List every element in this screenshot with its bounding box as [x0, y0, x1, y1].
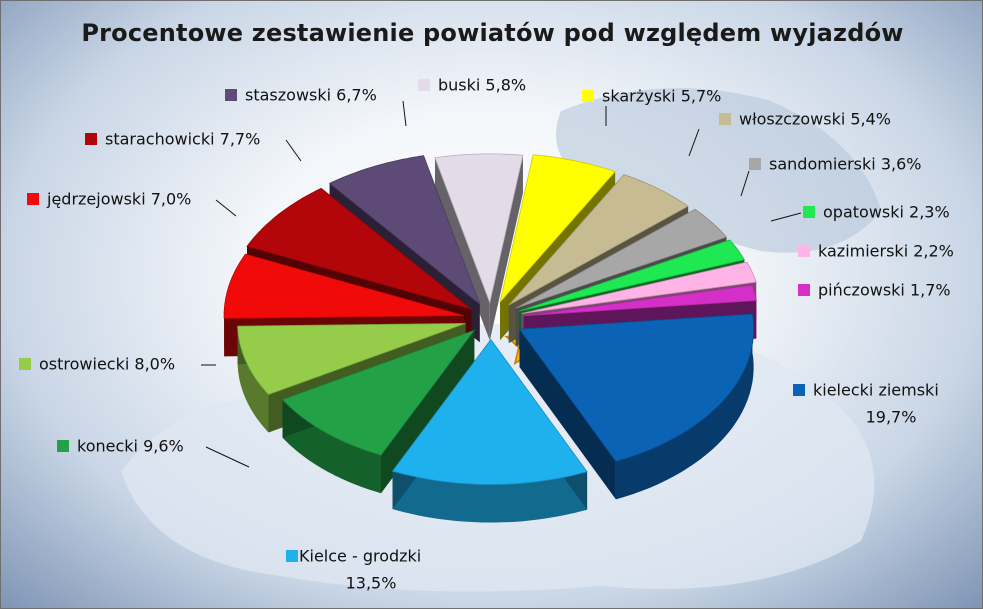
pie-slice-kielce---grodzki [391, 338, 588, 523]
leader-line-jędrzejowski [215, 199, 237, 217]
map-blob [556, 88, 881, 253]
slice-label-staszowski: staszowski 6,7% [245, 86, 377, 105]
slice-label-skarżyski: skarżyski 5,7% [602, 87, 721, 106]
pie-slice-konecki [281, 329, 476, 494]
slice-label-name-kielecki-ziemski: kielecki ziemski [813, 381, 939, 400]
leader-lines [201, 100, 802, 468]
leader-line-opatowski [770, 212, 802, 222]
slice-label-opatowski: opatowski 2,3% [823, 203, 950, 222]
leader-line-staszowski [402, 100, 407, 127]
legend-swatch-starachowicki [85, 133, 97, 145]
slice-label-value-kielecki-ziemski: 19,7% [866, 408, 917, 427]
legend-swatch-jędrzejowski [27, 193, 39, 205]
slice-label-starachowicki: starachowicki 7,7% [105, 130, 260, 149]
legend-swatch-włoszczowski [719, 113, 731, 125]
pie-slice-kielecki-ziemski [518, 313, 754, 500]
slice-label-włoszczowski: włoszczowski 5,4% [739, 110, 891, 129]
legend-swatch-sandomierski [749, 158, 761, 170]
slice-label-buski: buski 5,8% [438, 76, 526, 95]
legend-swatch-pińczowski [798, 284, 810, 296]
slice-label-sandomierski: sandomierski 3,6% [769, 155, 921, 174]
slice-label-konecki: konecki 9,6% [77, 437, 184, 456]
slice-label-kazimierski: kazimierski 2,2% [818, 242, 954, 261]
legend-swatch-staszowski [225, 89, 237, 101]
legend-swatch-konecki [57, 440, 69, 452]
legend-swatch-skarżyski [582, 90, 594, 102]
slice-label-ostrowiecki: ostrowiecki 8,0% [39, 355, 175, 374]
slice-label-pińczowski: pińczowski 1,7% [818, 281, 951, 300]
leader-line-starachowicki [285, 139, 302, 162]
slice-labels: kielecki ziemski 19,7% Kielce - grodzki 13,… [19, 76, 954, 593]
slice-label-jędrzejowski: jędrzejowski 7,0% [46, 190, 191, 209]
chart-title: Procentowe zestawienie powiatów pod wzgl… [81, 19, 904, 47]
leader-line-sandomierski [740, 170, 750, 197]
legend-swatch-kielecki-ziemski [793, 384, 805, 396]
leader-line-konecki [205, 446, 250, 468]
legend-swatch-buski [418, 79, 430, 91]
legend-swatch-kielce---grodzki [286, 550, 298, 562]
slice-label-name-kielce---grodzki: Kielce - grodzki [299, 547, 421, 566]
legend-swatch-ostrowiecki [19, 358, 31, 370]
leader-line-włoszczowski [688, 128, 700, 157]
legend-swatch-opatowski [803, 206, 815, 218]
legend-swatch-kazimierski [798, 245, 810, 257]
slice-label-value-kielce---grodzki: 13,5% [346, 574, 397, 593]
pie-slices [223, 153, 757, 523]
